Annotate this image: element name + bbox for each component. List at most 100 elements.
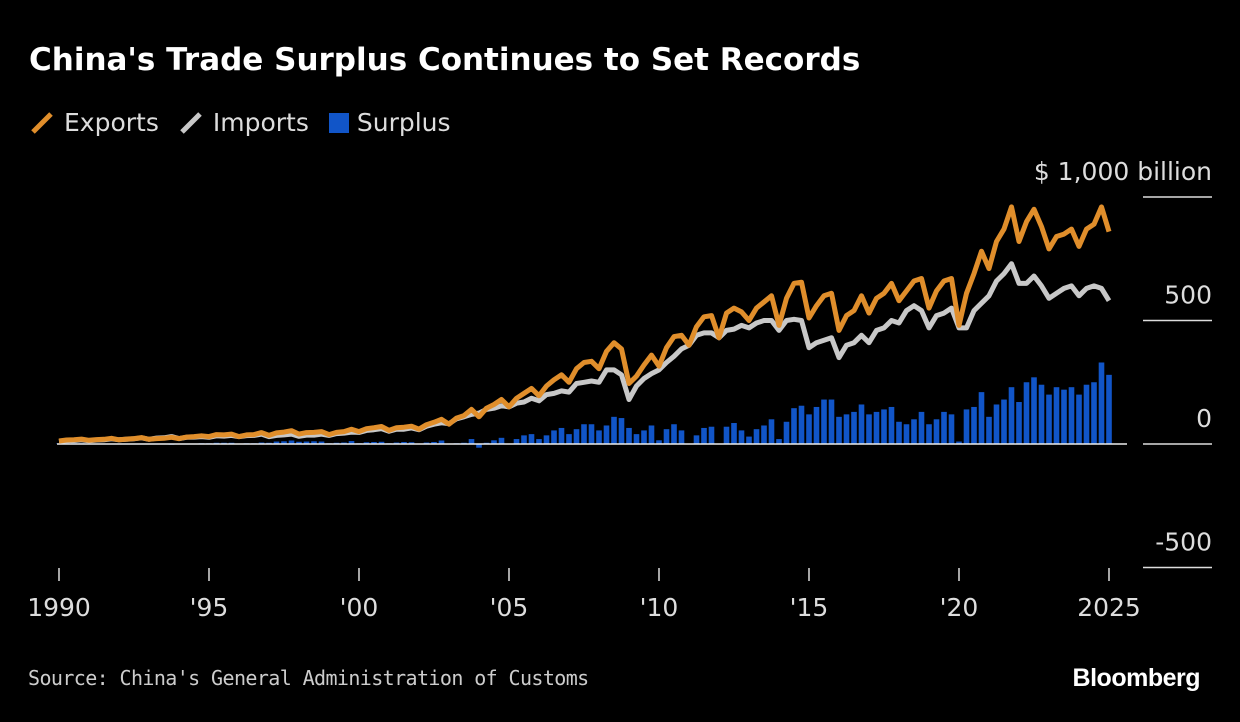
surplus-bar <box>1023 382 1030 444</box>
surplus-bar <box>783 421 790 444</box>
surplus-bar <box>288 440 295 444</box>
surplus-bar <box>1046 394 1052 444</box>
surplus-bar <box>273 441 280 444</box>
surplus-bar <box>348 441 355 444</box>
surplus-bar <box>941 411 947 444</box>
bloomberg-logo: Bloomberg <box>1072 664 1201 692</box>
surplus-bar <box>566 434 572 444</box>
surplus-bar <box>1106 374 1112 444</box>
surplus-bar <box>408 442 415 444</box>
exports-line-swatch-icon <box>31 111 53 134</box>
surplus-bar <box>693 435 700 444</box>
legend-item-imports: Imports <box>179 108 309 137</box>
surplus-bar <box>663 429 670 444</box>
surplus-bar <box>363 442 370 444</box>
surplus-bar <box>1053 387 1060 444</box>
surplus-bar <box>761 425 767 444</box>
surplus-bar <box>978 392 985 444</box>
y-tick-label: 0 <box>1196 404 1212 433</box>
surplus-bar <box>281 441 287 444</box>
x-tick-label: '00 <box>340 593 379 622</box>
surplus-bar <box>618 418 625 444</box>
chart-title: China's Trade Surplus Continues to Set R… <box>29 42 861 78</box>
surplus-bar <box>1098 362 1105 444</box>
surplus-bar <box>903 424 910 444</box>
y-tick-label: $ 1,000 billion <box>1034 157 1212 186</box>
surplus-bar <box>933 419 940 444</box>
surplus-bar <box>528 434 535 444</box>
surplus-bar <box>671 424 677 444</box>
surplus-bar <box>731 423 737 444</box>
surplus-bar <box>843 414 850 444</box>
x-tick-label: 1990 <box>27 593 91 622</box>
x-tick-label: '05 <box>490 593 529 622</box>
surplus-bar <box>476 444 482 448</box>
surplus-bar <box>1031 377 1037 444</box>
surplus-bar <box>956 441 962 444</box>
surplus-bar <box>1076 394 1082 444</box>
surplus-bar <box>431 442 437 444</box>
surplus-bar <box>513 439 520 444</box>
surplus-bar <box>723 426 730 444</box>
surplus-bar <box>836 416 842 444</box>
surplus-bar <box>588 424 595 444</box>
surplus-bar <box>468 439 475 444</box>
surplus-bar <box>551 430 557 444</box>
surplus-bar <box>918 411 925 444</box>
surplus-bar <box>1083 384 1090 444</box>
surplus-bar <box>633 434 640 444</box>
surplus-bar <box>948 414 955 444</box>
x-tick-label: 2025 <box>1077 593 1141 622</box>
surplus-bar <box>603 425 610 444</box>
surplus-bar <box>1068 387 1075 444</box>
surplus-bar <box>888 406 895 444</box>
surplus-bar <box>963 409 970 444</box>
surplus-bar <box>536 439 542 444</box>
surplus-bar <box>491 440 497 444</box>
x-tick-label: '95 <box>190 593 229 622</box>
surplus-bar <box>296 441 302 444</box>
surplus-bar <box>311 441 317 444</box>
surplus-bar <box>1091 382 1097 444</box>
surplus-bar <box>881 409 887 444</box>
surplus-bar <box>806 414 812 444</box>
surplus-bar <box>678 430 685 444</box>
surplus-bar <box>1038 384 1045 444</box>
surplus-bar <box>911 419 917 444</box>
surplus-bar <box>896 421 902 444</box>
surplus-square-swatch-icon <box>328 112 349 133</box>
x-tick-label: '15 <box>790 593 829 622</box>
surplus-bar <box>701 427 707 444</box>
surplus-bar <box>648 425 655 444</box>
surplus-bar <box>851 411 857 444</box>
surplus-bar <box>558 427 565 444</box>
surplus-bar <box>746 436 752 444</box>
surplus-bar <box>926 424 932 444</box>
surplus-bar <box>626 427 632 444</box>
surplus-bar <box>378 441 385 444</box>
surplus-bar <box>581 424 587 444</box>
surplus-bar <box>873 411 880 444</box>
surplus-bar <box>401 442 407 444</box>
legend-item-surplus: Surplus <box>328 108 451 137</box>
surplus-bar <box>521 435 527 444</box>
legend-item-exports: Exports <box>30 108 159 137</box>
surplus-bar <box>611 416 617 444</box>
surplus-bar <box>971 406 977 444</box>
surplus-bar <box>498 437 505 444</box>
surplus-bar <box>1001 399 1007 444</box>
surplus-bar <box>776 439 782 444</box>
surplus-bar <box>1008 387 1015 444</box>
surplus-bar <box>866 414 872 444</box>
surplus-bar <box>371 442 377 444</box>
surplus-bar <box>813 406 820 444</box>
legend-label: Exports <box>64 108 159 137</box>
surplus-bar <box>858 404 865 444</box>
surplus-bar <box>596 430 602 444</box>
surplus-bar <box>318 441 325 444</box>
surplus-bar <box>303 441 310 444</box>
surplus-bar <box>641 430 647 444</box>
surplus-bar <box>986 416 992 444</box>
surplus-bar <box>708 426 715 444</box>
